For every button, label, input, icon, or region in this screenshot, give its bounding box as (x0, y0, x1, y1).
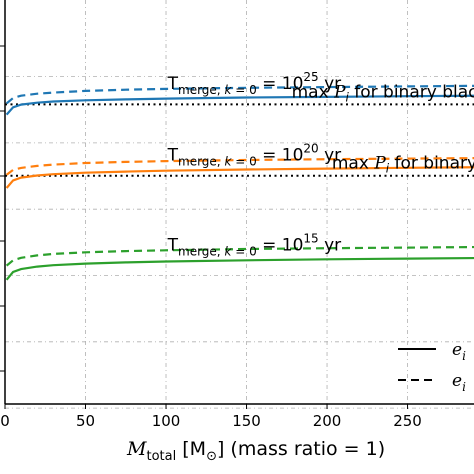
annotation-main: T (167, 235, 179, 255)
xlabel-suffix: ] (mass ratio = 1) (217, 438, 385, 460)
annotation-sub-k: k (224, 244, 232, 258)
annotation-main: T (167, 146, 179, 166)
annotation-main: T (167, 74, 179, 94)
annotation-sub: merge, (178, 155, 224, 169)
annotation-eq: = 10 (257, 235, 304, 255)
annotation-eq: = 10 (257, 74, 304, 94)
annotation-sub-k: k (224, 83, 232, 97)
line-label-pre: max (332, 154, 374, 174)
legend-sub: i (462, 380, 466, 394)
x-tick-label: 100 (152, 412, 181, 430)
annotation-sub-eq: = 0 (231, 244, 256, 258)
line-label: max Pi for binary (332, 154, 474, 176)
annotation-sub: merge, (178, 83, 224, 97)
annotation-exp: 15 (303, 231, 318, 245)
x-tick-label: 150 (232, 412, 261, 430)
reference-lines (5, 103, 474, 177)
annotation-eq: = 10 (257, 146, 304, 166)
annotation-unit: yr (319, 235, 341, 255)
annotation-unit: yr (319, 146, 341, 166)
annotation-sub-k: k (224, 155, 232, 169)
x-axis-label: Mtotal [M⊙] (mass ratio = 1) (126, 438, 385, 464)
line-label-post: for binary (389, 154, 474, 174)
series-lines (5, 84, 474, 281)
x-tick-label: 200 (313, 412, 342, 430)
line-label-sub: i (386, 162, 390, 176)
legend-label: ei (452, 340, 466, 363)
line-label-var: P (373, 154, 386, 174)
xlabel-sub: total (146, 449, 176, 464)
x-tick-label: 250 (393, 412, 422, 430)
xlabel-unit-open: [M (176, 438, 206, 460)
line-label-sub: i (346, 90, 350, 104)
xlabel-unit-symbol: ⊙ (206, 449, 217, 464)
annotation-tmerge: Tmerge, k = 0 = 1020 yr (167, 142, 342, 169)
series-line-1e15-solid (5, 256, 474, 281)
series-line-1e20-dashed (5, 157, 474, 176)
annotation-sub-eq: = 0 (231, 155, 256, 169)
grid (4, 0, 474, 409)
series-line-1e20-solid (5, 166, 474, 189)
annotation-unit: yr (319, 74, 341, 94)
annotation-sub-eq: = 0 (231, 83, 256, 97)
legend-label: ei (452, 371, 466, 394)
line-label-post: for binary black (349, 82, 474, 102)
legend-var: e (452, 371, 462, 391)
line-label-var: P (333, 82, 346, 102)
axes (0, 0, 474, 405)
series-line-1e25-dashed (5, 84, 474, 105)
x-ticks: 0 50 100 150 200 250 (0, 404, 422, 430)
x-tick-label: 0 (0, 412, 10, 430)
annotation-tmerge: Tmerge, k = 0 = 1015 yr (167, 231, 342, 258)
legend-sub: i (462, 349, 466, 363)
annotation-sub: merge, (178, 244, 224, 258)
x-axis-title: Mtotal [M⊙] (mass ratio = 1) (126, 438, 385, 464)
annotation-tmerge: Tmerge, k = 0 = 1025 yr (167, 70, 342, 97)
x-tick-label: 50 (76, 412, 95, 430)
xlabel-prefix: M (126, 438, 147, 460)
annotation-exp: 25 (303, 70, 318, 84)
series-line-1e15-dashed (5, 245, 474, 267)
line-label: max Pi for binary black (292, 82, 474, 104)
series-line-1e25-solid (5, 94, 474, 116)
annotation-exp: 20 (303, 142, 318, 156)
line-label-pre: max (292, 82, 334, 102)
legend-var: e (452, 340, 462, 360)
